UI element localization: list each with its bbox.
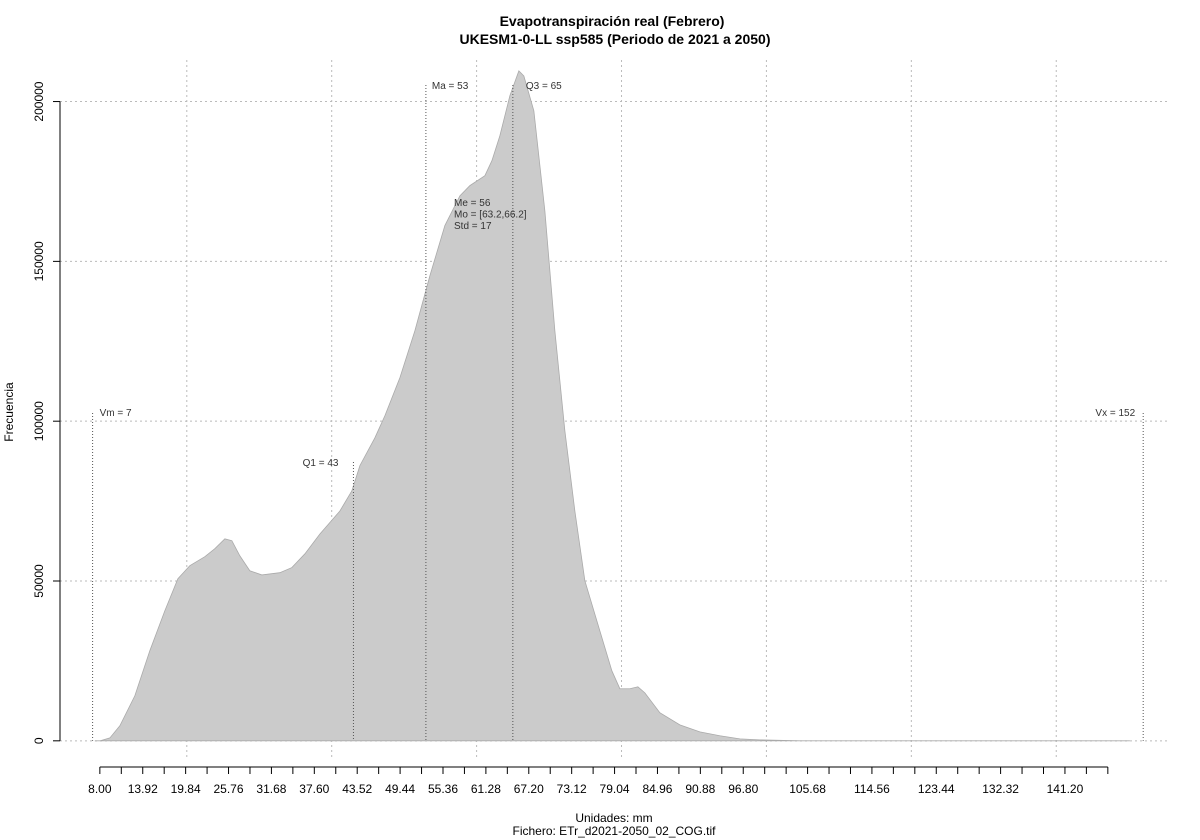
x-tick-label: 84.96 xyxy=(642,782,672,796)
x-tick-label: 73.12 xyxy=(557,782,587,796)
stat-label: Me = 56 xyxy=(454,198,491,209)
x-tick-label: 79.04 xyxy=(600,782,630,796)
x-tick-label: 25.76 xyxy=(214,782,244,796)
chart-subtitle: UKESM1-0-LL ssp585 (Periodo de 2021 a 20… xyxy=(460,31,771,47)
x-tick-label: 123.44 xyxy=(918,782,955,796)
caption: Fichero: ETr_d2021-2050_02_COG.tif xyxy=(513,824,717,838)
x-tick-label: 19.84 xyxy=(171,782,201,796)
x-tick-label: 90.88 xyxy=(685,782,715,796)
annotation-label: Ma = 53 xyxy=(432,81,469,92)
y-tick-label: 50000 xyxy=(32,564,46,598)
y-tick-label: 0 xyxy=(32,737,46,744)
x-tick-label: 55.36 xyxy=(428,782,458,796)
annotation-label: Q3 = 65 xyxy=(526,81,562,92)
x-tick-label: 67.20 xyxy=(514,782,544,796)
x-tick-label: 13.92 xyxy=(128,782,158,796)
y-tick-label: 150000 xyxy=(32,241,46,281)
x-tick-label: 8.00 xyxy=(88,782,112,796)
y-tick-label: 100000 xyxy=(32,401,46,441)
y-tick-label: 200000 xyxy=(32,81,46,121)
x-tick-label: 61.28 xyxy=(471,782,501,796)
annotation-label: Q1 = 43 xyxy=(303,458,339,469)
x-tick-label: 114.56 xyxy=(854,782,890,796)
y-axis-label: Frecuencia xyxy=(2,382,16,442)
x-tick-label: 49.44 xyxy=(385,782,415,796)
x-axis-label: Unidades: mm xyxy=(575,811,652,825)
x-tick-label: 141.20 xyxy=(1047,782,1084,796)
x-tick-label: 96.80 xyxy=(728,782,758,796)
stat-label: Mo = [63.2,66.2] xyxy=(454,210,527,221)
chart-title: Evapotranspiración real (Febrero) xyxy=(500,13,725,29)
x-tick-label: 132.32 xyxy=(982,782,1019,796)
x-tick-label: 37.60 xyxy=(299,782,329,796)
annotation-label: Vm = 7 xyxy=(100,408,132,419)
annotation-label: Vx = 152 xyxy=(1095,408,1135,419)
x-tick-label: 43.52 xyxy=(342,782,372,796)
x-tick-label: 105.68 xyxy=(789,782,826,796)
stat-label: Std = 17 xyxy=(454,221,492,232)
x-tick-label: 31.68 xyxy=(256,782,286,796)
